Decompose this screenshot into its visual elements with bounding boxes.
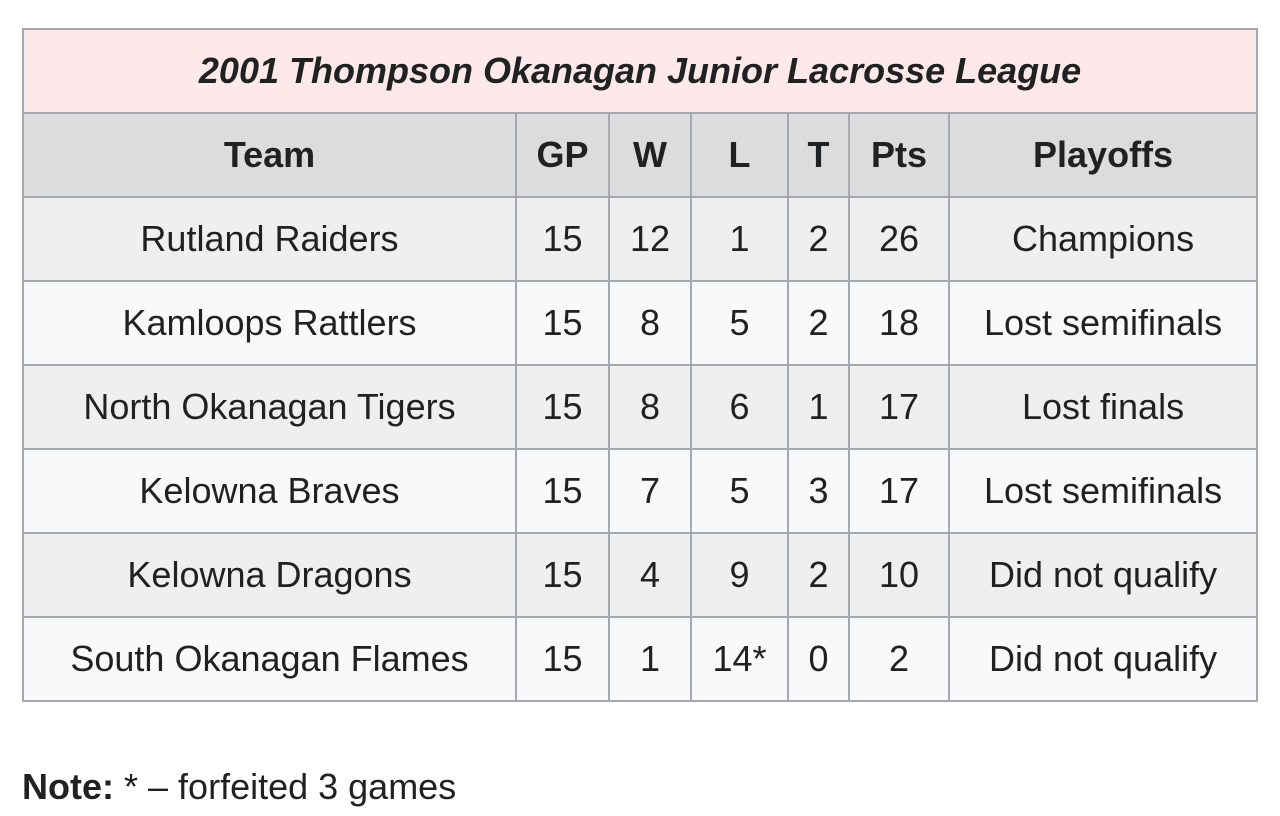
team-name: Kelowna Dragons <box>22 532 517 618</box>
team-name: Kelowna Braves <box>22 448 517 534</box>
column-header: T <box>787 112 850 198</box>
column-header: Playoffs <box>947 112 1259 198</box>
cell: 14* <box>690 616 789 702</box>
header-row: Team GP W L T Pts Playoffs <box>22 112 1259 198</box>
team-row: South Okanagan Flames 15 1 14* 0 2 Did not qua… <box>22 616 1259 702</box>
cell: 1 <box>690 196 789 282</box>
team-row: North Okanagan Tigers 15 8 6 1 17 Lost finals <box>22 364 1259 450</box>
cell: 5 <box>690 280 789 366</box>
column-header: Pts <box>848 112 950 198</box>
cell: 15 <box>515 616 610 702</box>
cell: Did not qualify <box>947 532 1259 618</box>
cell: 6 <box>690 364 789 450</box>
cell: Did not qualify <box>947 616 1259 702</box>
cell: 17 <box>848 448 950 534</box>
cell: 15 <box>515 280 610 366</box>
note-label: Note: <box>22 766 114 807</box>
cell: 2 <box>848 616 950 702</box>
note-text: * – forfeited 3 games <box>124 766 457 807</box>
cell: 12 <box>608 196 692 282</box>
cell: Champions <box>947 196 1259 282</box>
cell: 2 <box>787 196 850 282</box>
cell: 1 <box>787 364 850 450</box>
team-name: North Okanagan Tigers <box>22 364 517 450</box>
cell: 15 <box>515 532 610 618</box>
cell: 0 <box>787 616 850 702</box>
team-name: South Okanagan Flames <box>22 616 517 702</box>
cell: 9 <box>690 532 789 618</box>
cell: 18 <box>848 280 950 366</box>
cell: 15 <box>515 364 610 450</box>
standings-table: 2001 Thompson Okanagan Junior Lacrosse L… <box>21 28 1259 702</box>
cell: 4 <box>608 532 692 618</box>
cell: 26 <box>848 196 950 282</box>
team-row: Kelowna Braves 15 7 5 3 17 Lost semifinals <box>22 448 1259 534</box>
cell: Lost semifinals <box>947 280 1259 366</box>
note: Note: * – forfeited 3 games <box>22 766 456 808</box>
cell: 15 <box>515 448 610 534</box>
cell: 17 <box>848 364 950 450</box>
cell: 8 <box>608 364 692 450</box>
cell: Lost semifinals <box>947 448 1259 534</box>
cell: 15 <box>515 196 610 282</box>
team-row: Kelowna Dragons 15 4 9 2 10 Did not qualify <box>22 532 1259 618</box>
cell: 7 <box>608 448 692 534</box>
cell: 3 <box>787 448 850 534</box>
team-name: Rutland Raiders <box>22 196 517 282</box>
team-name: Kamloops Rattlers <box>22 280 517 366</box>
column-header: GP <box>515 112 610 198</box>
cell: 10 <box>848 532 950 618</box>
cell: 1 <box>608 616 692 702</box>
cell: 5 <box>690 448 789 534</box>
cell: 8 <box>608 280 692 366</box>
table-title: 2001 Thompson Okanagan Junior Lacrosse L… <box>21 28 1259 114</box>
cell: Lost finals <box>947 364 1259 450</box>
cell: 2 <box>787 280 850 366</box>
team-row: Rutland Raiders 15 12 1 2 26 Champions <box>22 196 1259 282</box>
column-header: L <box>690 112 789 198</box>
column-header: Team <box>22 112 517 198</box>
team-row: Kamloops Rattlers 15 8 5 2 18 Lost semifinals <box>22 280 1259 366</box>
cell: 2 <box>787 532 850 618</box>
column-header: W <box>608 112 692 198</box>
